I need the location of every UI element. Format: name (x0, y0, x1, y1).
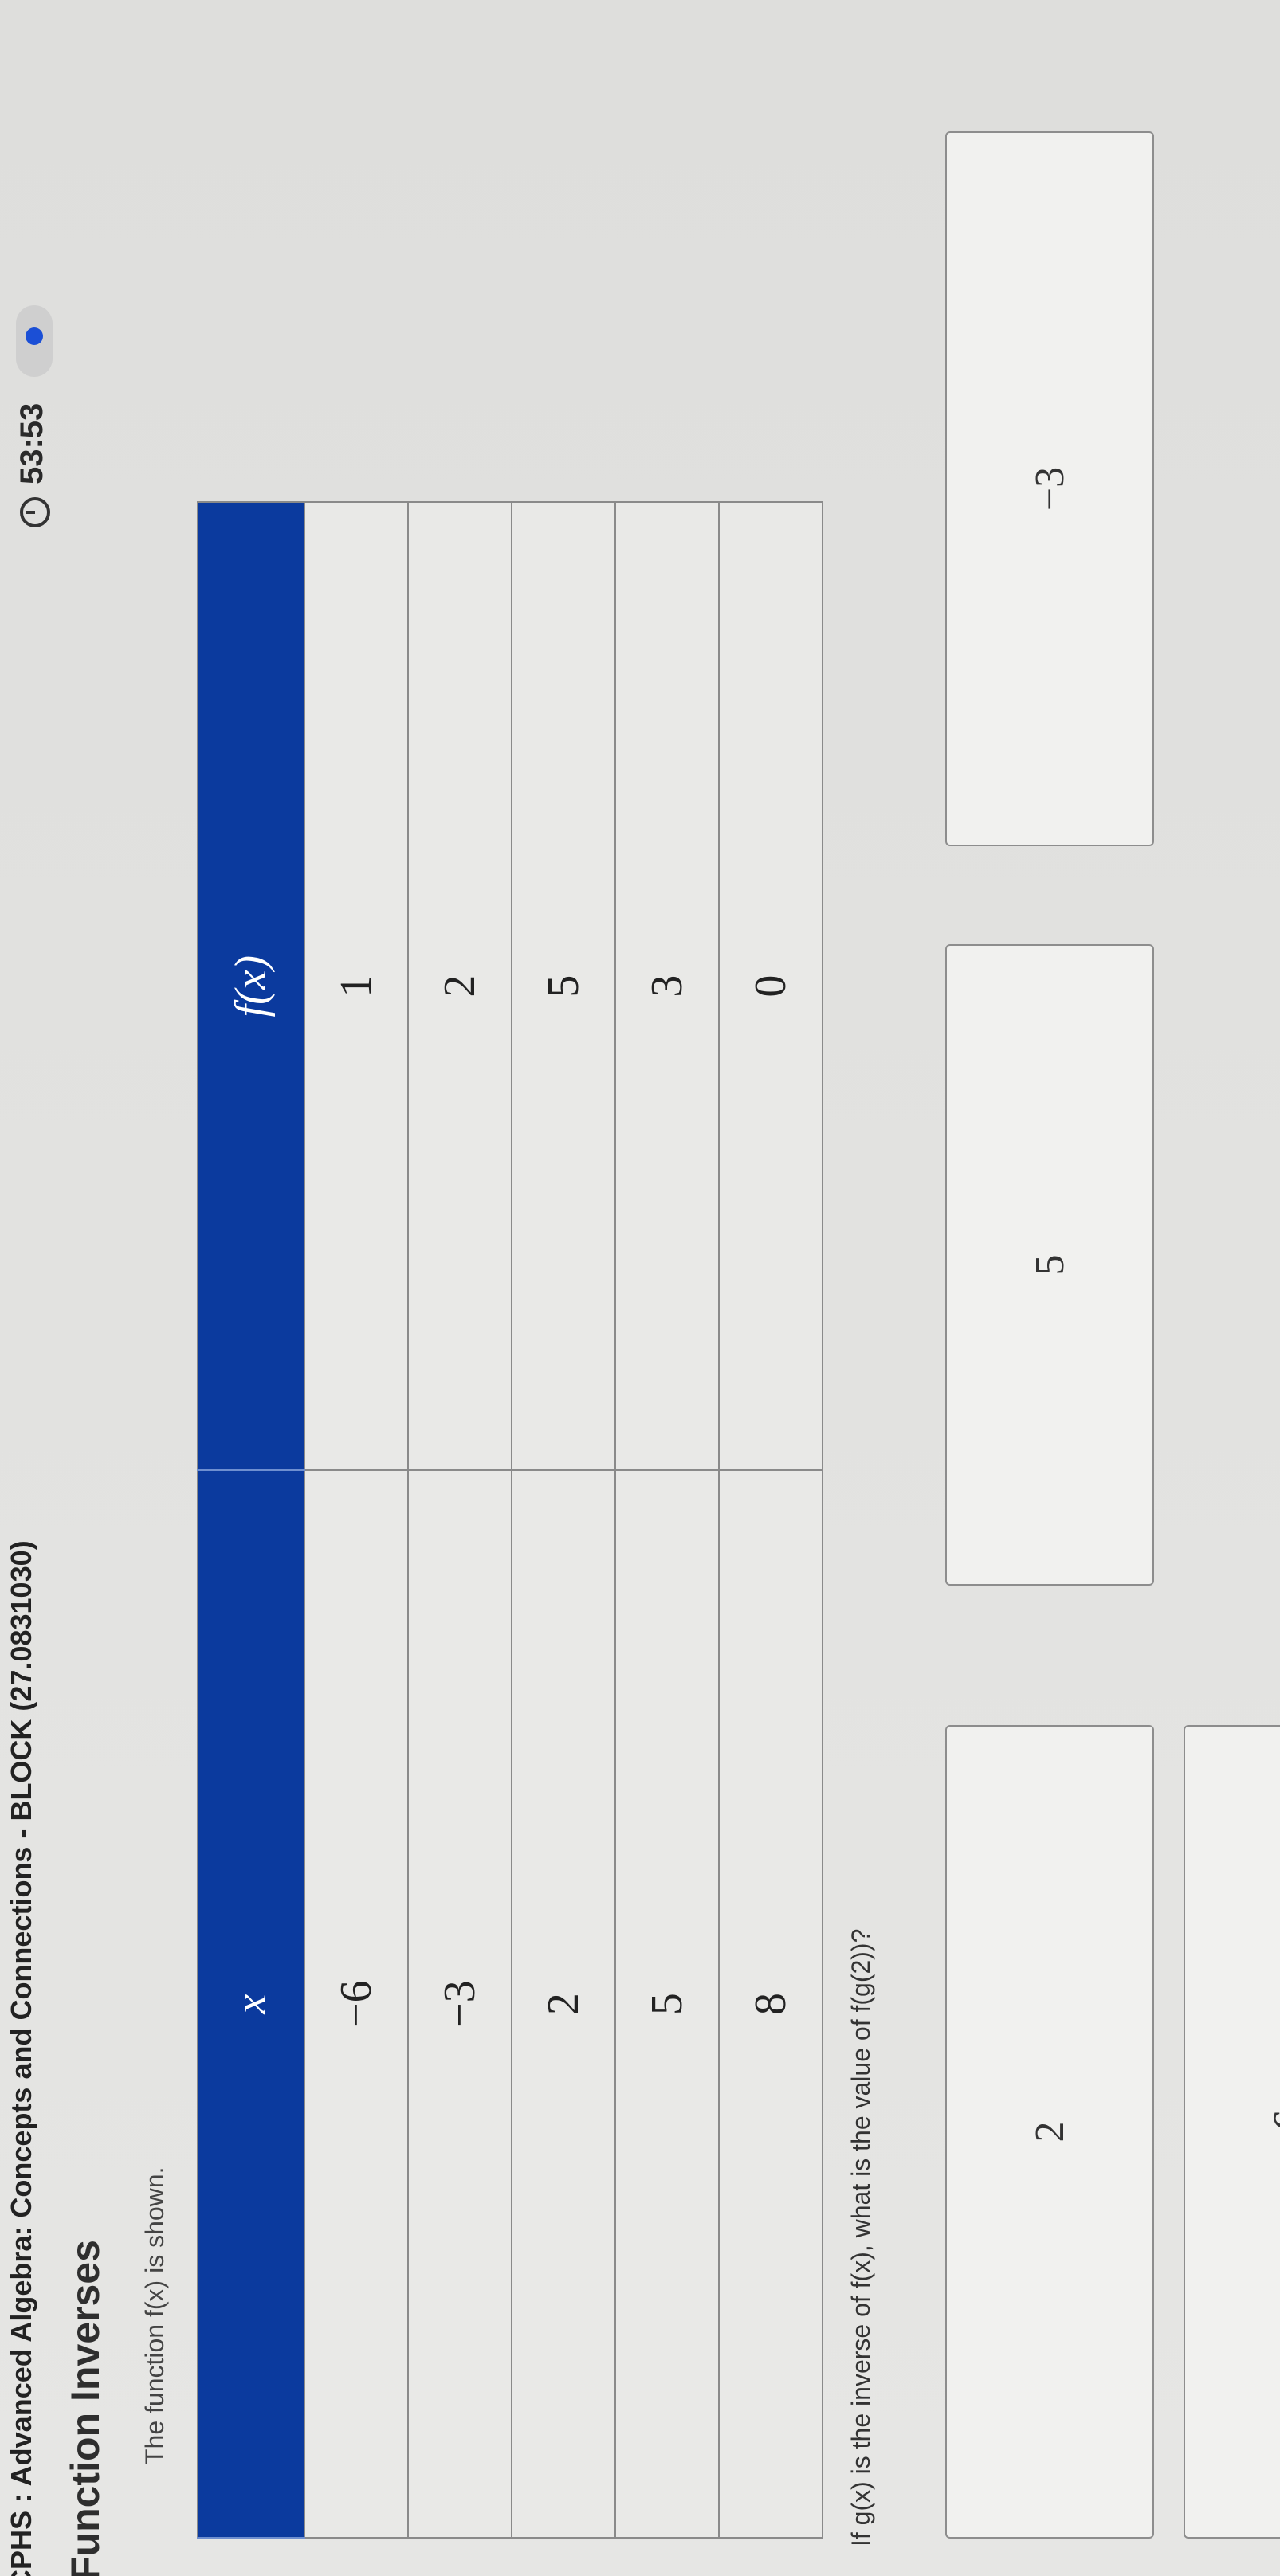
function-table: x f(x) −6 1 −3 2 2 5 5 3 8 0 (197, 501, 823, 2539)
prompt: The function f(x) is shown. (140, 2166, 169, 2464)
page-title: Function Inverses (63, 2240, 108, 2576)
table-cell: 5 (615, 1470, 719, 2538)
column-header: f(x) (198, 502, 304, 1471)
clock-icon (20, 497, 50, 527)
table-cell: 3 (615, 502, 719, 1471)
table-cell: −3 (408, 1470, 512, 2538)
table-cell: −6 (304, 1470, 408, 2538)
table-cell: 2 (408, 502, 512, 1471)
question: If g(x) is the inverse of f(x), what is … (846, 1928, 875, 2547)
table-cell: 2 (512, 1470, 615, 2538)
answer-choice[interactable]: −6 (1184, 1725, 1280, 2539)
table-row: −6 1 (304, 502, 408, 2538)
table-cell: 0 (719, 502, 823, 1471)
course-title: CPHS : Advanced Algebra: Concepts and Co… (5, 1540, 37, 2576)
table-cell: 1 (304, 502, 408, 1471)
answer-choice[interactable]: 2 (945, 1725, 1154, 2539)
timer: 53:53 (14, 402, 49, 484)
table-cell: 5 (512, 502, 615, 1471)
table-cell: 8 (719, 1470, 823, 2538)
answer-choice[interactable]: 5 (945, 944, 1154, 1586)
table-row: −3 2 (408, 502, 512, 2538)
column-header: x (198, 1470, 304, 2538)
answer-choice[interactable]: −3 (945, 131, 1154, 846)
toggle-dot (26, 327, 43, 345)
